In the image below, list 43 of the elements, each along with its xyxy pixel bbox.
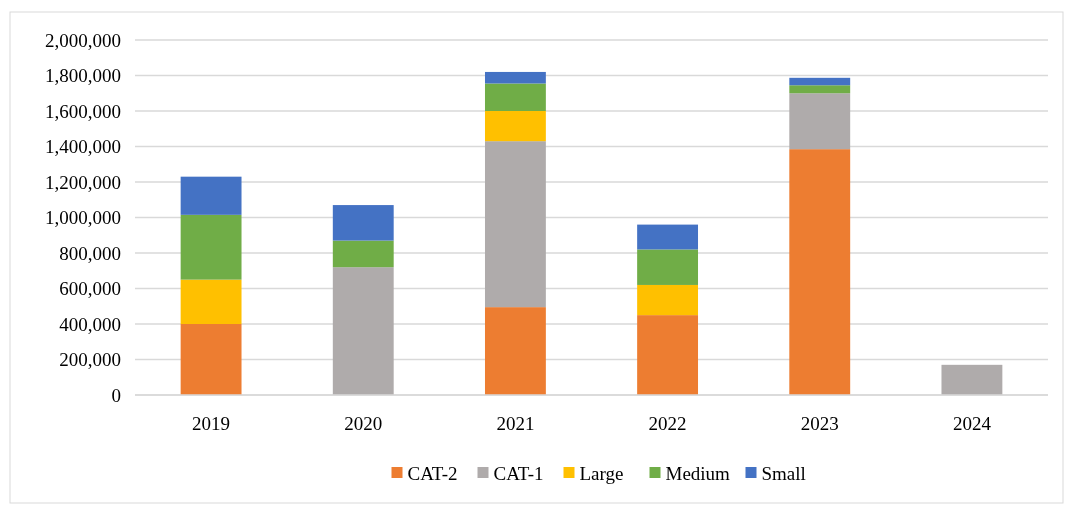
bar — [941, 364, 1003, 395]
legend-label: Small — [761, 462, 806, 484]
bar — [789, 93, 851, 150]
y-tick-label: 1,000,000 — [45, 207, 121, 229]
x-tick-label: 2021 — [496, 413, 535, 434]
y-tick-label: 0 — [111, 384, 121, 406]
bar — [484, 111, 546, 142]
bar — [332, 205, 394, 241]
bar — [180, 214, 242, 280]
x-tick-label: 2020 — [344, 413, 383, 434]
bar — [637, 284, 699, 316]
y-tick-label: 1,800,000 — [45, 65, 121, 87]
y-tick-label: 1,600,000 — [45, 100, 121, 122]
y-tick-label: 600,000 — [59, 278, 121, 300]
x-tick-label: 2024 — [952, 413, 992, 434]
legend-label: CAT-1 — [493, 462, 544, 484]
bar — [484, 141, 546, 308]
legend-label: CAT-2 — [407, 462, 458, 484]
bar — [332, 267, 394, 395]
x-tick-label: 2023 — [800, 413, 839, 434]
y-tick-label: 1,200,000 — [45, 171, 121, 193]
bar — [637, 315, 699, 395]
bar — [789, 149, 851, 395]
legend-label: Medium — [665, 462, 731, 484]
x-tick-label: 2019 — [192, 413, 231, 434]
bar — [484, 71, 546, 84]
x-tick-label: 2022 — [648, 413, 687, 434]
y-tick-label: 2,000,000 — [45, 29, 121, 51]
bar — [180, 279, 242, 324]
bar — [484, 83, 546, 111]
bar — [789, 85, 851, 94]
bar — [180, 324, 242, 395]
y-tick-label: 400,000 — [59, 313, 121, 335]
bar — [332, 240, 394, 268]
bar — [789, 77, 851, 86]
bar — [484, 307, 546, 395]
y-tick-label: 800,000 — [59, 242, 121, 264]
bar — [637, 249, 699, 285]
bar — [637, 224, 699, 250]
legend-label: Large — [579, 462, 624, 484]
bar — [180, 176, 242, 215]
y-tick-label: 1,400,000 — [45, 136, 121, 158]
y-tick-label: 200,000 — [59, 349, 121, 371]
